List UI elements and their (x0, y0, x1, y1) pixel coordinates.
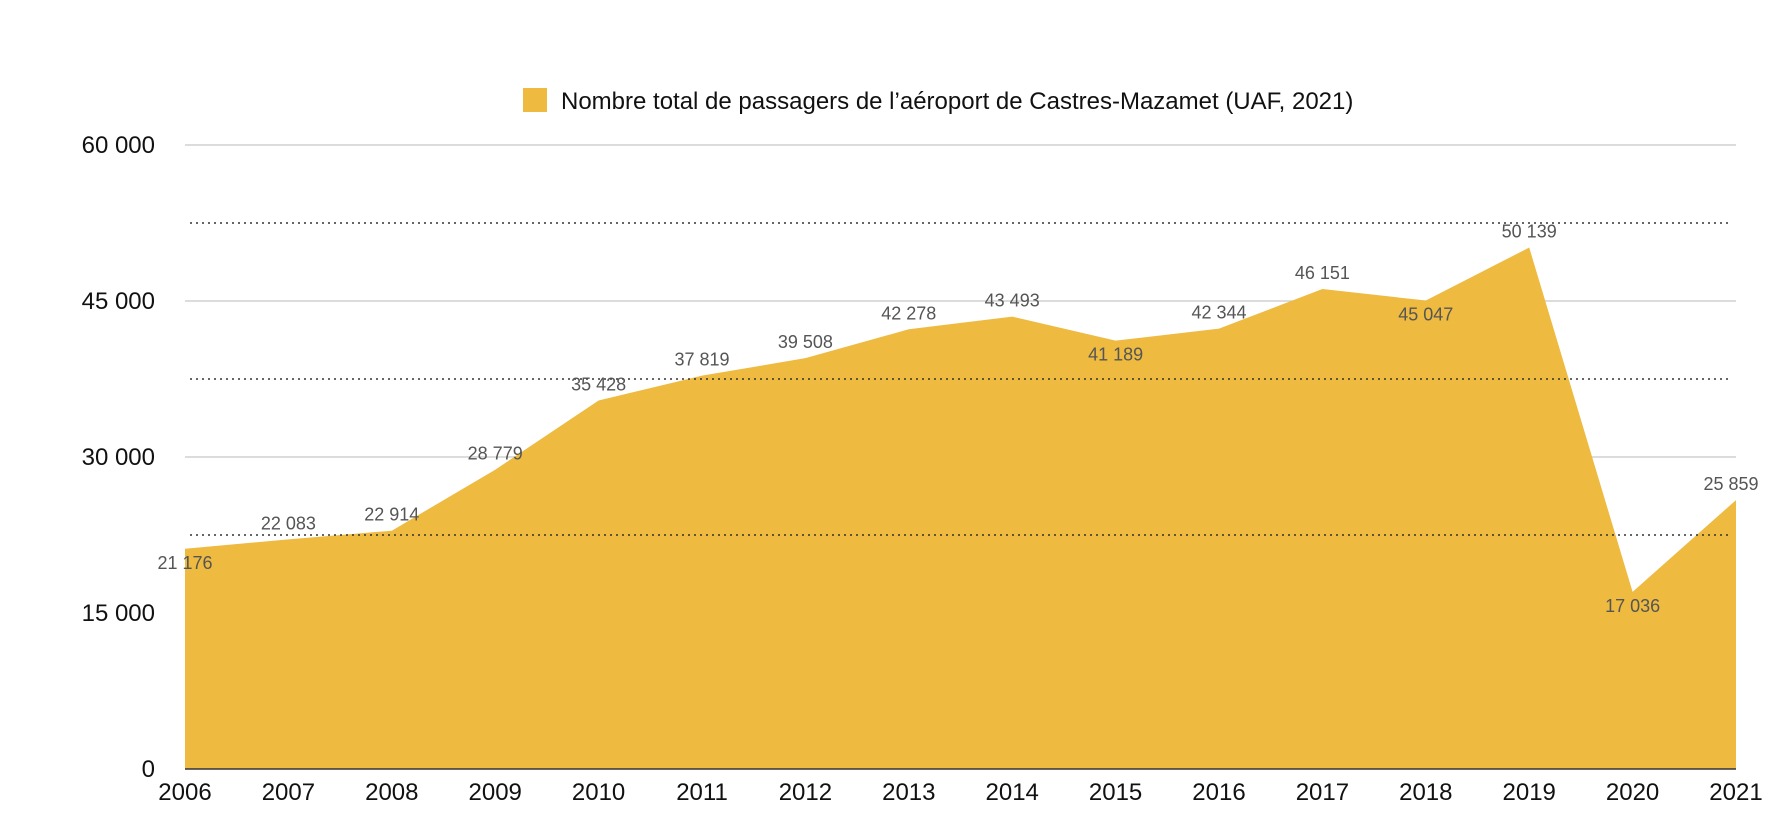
x-tick-label: 2011 (676, 779, 728, 806)
x-tick-label: 2007 (262, 779, 315, 806)
y-tick-label: 15 000 (82, 600, 155, 627)
legend-label: Nombre total de passagers de l’aéroport … (561, 88, 1353, 115)
data-label: 35 428 (571, 375, 626, 395)
data-label: 25 859 (1703, 474, 1758, 494)
x-tick-label: 2008 (365, 779, 418, 806)
data-label: 45 047 (1398, 305, 1453, 325)
y-tick-label: 45 000 (82, 288, 155, 315)
y-tick-label: 30 000 (82, 444, 155, 471)
data-label: 39 508 (778, 332, 833, 352)
data-label: 46 151 (1295, 263, 1350, 283)
data-label: 17 036 (1605, 596, 1660, 616)
x-tick-label: 2020 (1606, 779, 1659, 806)
x-tick-label: 2016 (1192, 779, 1245, 806)
y-tick-label: 0 (142, 756, 155, 783)
legend: Nombre total de passagers de l’aéroport … (523, 88, 1353, 115)
area-fill (185, 247, 1736, 770)
dotted-reference-lines (190, 222, 1728, 536)
legend-swatch (523, 88, 547, 112)
data-label: 42 344 (1191, 303, 1246, 323)
x-tick-label: 2017 (1296, 779, 1349, 806)
x-tick-label: 2015 (1089, 779, 1142, 806)
x-tick-label: 2006 (158, 779, 211, 806)
data-label: 50 139 (1502, 222, 1557, 242)
x-tick-label: 2012 (779, 779, 832, 806)
data-label: 22 914 (364, 505, 419, 525)
x-tick-label: 2019 (1503, 779, 1556, 806)
x-tick-label: 2009 (469, 779, 522, 806)
data-label: 41 189 (1088, 345, 1143, 365)
data-labels: 21 176 22 083 22 914 28 779 35 428 37 819 39 5… (157, 222, 1758, 616)
x-tick-label: 2021 (1709, 779, 1762, 806)
x-tick-label: 2014 (986, 779, 1039, 806)
x-tick-label: 2010 (572, 779, 625, 806)
data-label: 28 779 (468, 444, 523, 464)
y-tick-label: 60 000 (82, 132, 155, 159)
axes: 2006 2007 2008 2009 2010 2011 2012 2013 2014 2015… (158, 768, 1763, 806)
data-label: 42 278 (881, 303, 936, 323)
data-label: 21 176 (157, 553, 212, 573)
data-label: 22 083 (261, 513, 316, 533)
data-label: 37 819 (674, 350, 729, 370)
x-tick-label: 2018 (1399, 779, 1452, 806)
data-label: 43 493 (985, 291, 1040, 311)
x-tick-label: 2013 (882, 779, 935, 806)
area-series (185, 247, 1736, 770)
